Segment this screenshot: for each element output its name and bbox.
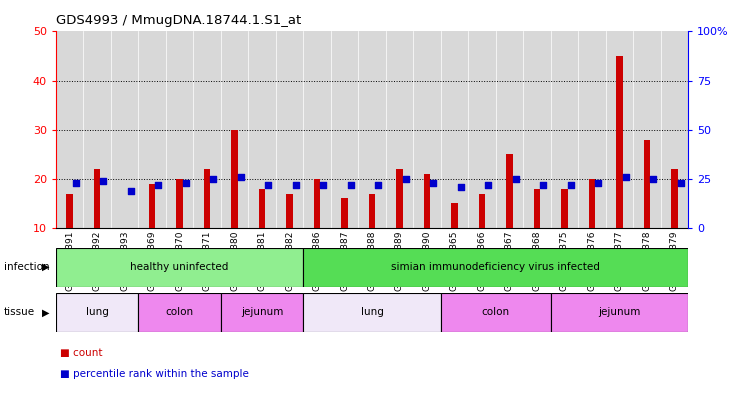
Bar xyxy=(94,169,100,277)
Text: jejunum: jejunum xyxy=(598,307,641,318)
Bar xyxy=(193,31,221,228)
Bar xyxy=(661,31,688,228)
Point xyxy=(317,182,329,188)
Point xyxy=(234,174,246,180)
Bar xyxy=(56,293,138,332)
Bar xyxy=(440,31,468,228)
Text: ▶: ▶ xyxy=(42,307,50,318)
Text: tissue: tissue xyxy=(4,307,35,318)
Point xyxy=(97,178,109,184)
Bar xyxy=(551,31,578,228)
Point xyxy=(207,176,219,182)
Text: simian immunodeficiency virus infected: simian immunodeficiency virus infected xyxy=(391,262,600,272)
Bar xyxy=(221,31,248,228)
Bar xyxy=(176,179,183,277)
Bar xyxy=(671,169,678,277)
Bar xyxy=(551,293,688,332)
Point xyxy=(372,182,384,188)
Bar xyxy=(644,140,650,277)
Bar xyxy=(478,193,485,277)
Bar xyxy=(204,169,211,277)
Point xyxy=(537,182,549,188)
Point xyxy=(647,176,659,182)
Point xyxy=(344,182,356,188)
Bar xyxy=(506,154,513,277)
Bar xyxy=(331,31,359,228)
Point xyxy=(592,180,604,186)
Bar xyxy=(138,31,166,228)
Text: ▶: ▶ xyxy=(42,262,50,272)
Point xyxy=(620,174,632,180)
Bar xyxy=(359,31,385,228)
Bar xyxy=(111,31,138,228)
Text: GDS4993 / MmugDNA.18744.1.S1_at: GDS4993 / MmugDNA.18744.1.S1_at xyxy=(56,15,301,28)
Bar xyxy=(396,169,403,277)
Bar xyxy=(276,31,304,228)
Bar xyxy=(341,198,348,277)
Bar xyxy=(423,174,431,277)
Bar xyxy=(413,31,440,228)
Bar xyxy=(561,189,568,277)
Point xyxy=(510,176,522,182)
Bar xyxy=(286,193,293,277)
Text: healthy uninfected: healthy uninfected xyxy=(130,262,228,272)
Bar xyxy=(304,248,688,287)
Bar xyxy=(633,31,661,228)
Point xyxy=(455,184,466,190)
Bar xyxy=(313,179,321,277)
Bar xyxy=(440,293,551,332)
Bar xyxy=(468,31,496,228)
Text: lung: lung xyxy=(361,307,383,318)
Bar xyxy=(533,189,540,277)
Bar xyxy=(166,31,193,228)
Text: lung: lung xyxy=(86,307,109,318)
Text: ■ percentile rank within the sample: ■ percentile rank within the sample xyxy=(60,369,248,379)
Bar xyxy=(589,179,595,277)
Text: infection: infection xyxy=(4,262,49,272)
Bar xyxy=(83,31,111,228)
Bar xyxy=(248,31,276,228)
Bar xyxy=(304,293,440,332)
Point xyxy=(675,180,687,186)
Bar xyxy=(231,130,238,277)
Point xyxy=(289,182,301,188)
Bar xyxy=(149,184,155,277)
Bar xyxy=(221,293,304,332)
Point xyxy=(262,182,274,188)
Point xyxy=(125,187,137,194)
Point xyxy=(400,176,411,182)
Bar xyxy=(121,228,128,277)
Bar xyxy=(616,56,623,277)
Bar xyxy=(138,293,221,332)
Point xyxy=(152,182,164,188)
Bar xyxy=(56,31,83,228)
Bar xyxy=(259,189,266,277)
Point xyxy=(427,180,439,186)
Bar xyxy=(496,31,523,228)
Bar xyxy=(368,193,376,277)
Bar xyxy=(606,31,633,228)
Text: colon: colon xyxy=(481,307,510,318)
Text: colon: colon xyxy=(165,307,193,318)
Bar xyxy=(578,31,606,228)
Point xyxy=(179,180,191,186)
Text: jejunum: jejunum xyxy=(241,307,283,318)
Bar xyxy=(56,248,304,287)
Bar xyxy=(451,204,458,277)
Point xyxy=(482,182,494,188)
Point xyxy=(565,182,577,188)
Bar xyxy=(385,31,413,228)
Text: ■ count: ■ count xyxy=(60,348,102,358)
Point xyxy=(70,180,82,186)
Bar xyxy=(66,193,73,277)
Bar xyxy=(304,31,331,228)
Bar xyxy=(523,31,551,228)
